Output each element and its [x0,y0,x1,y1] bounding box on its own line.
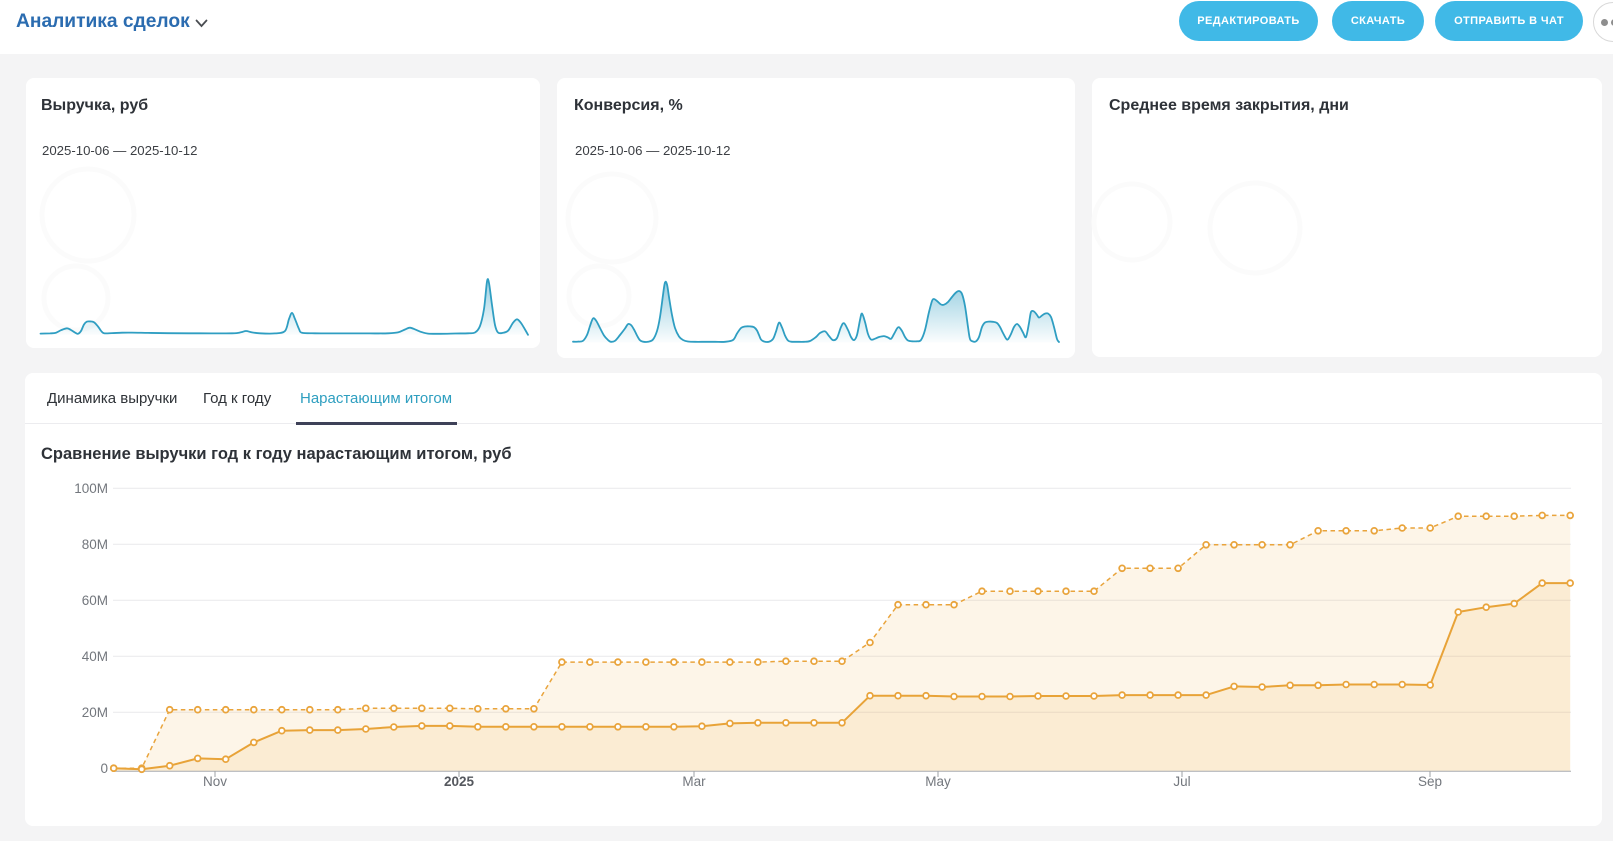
svg-text:Sep: Sep [1418,774,1442,789]
svg-text:80M: 80M [82,537,108,552]
svg-text:0: 0 [100,761,108,776]
svg-text:May: May [925,774,951,789]
svg-text:Jul: Jul [1173,774,1190,789]
svg-text:100M: 100M [74,481,108,496]
svg-text:Mar: Mar [682,774,706,789]
svg-text:60M: 60M [82,593,108,608]
svg-text:Nov: Nov [203,774,227,789]
svg-text:20M: 20M [82,705,108,720]
svg-text:40M: 40M [82,649,108,664]
svg-text:2025: 2025 [444,774,475,789]
